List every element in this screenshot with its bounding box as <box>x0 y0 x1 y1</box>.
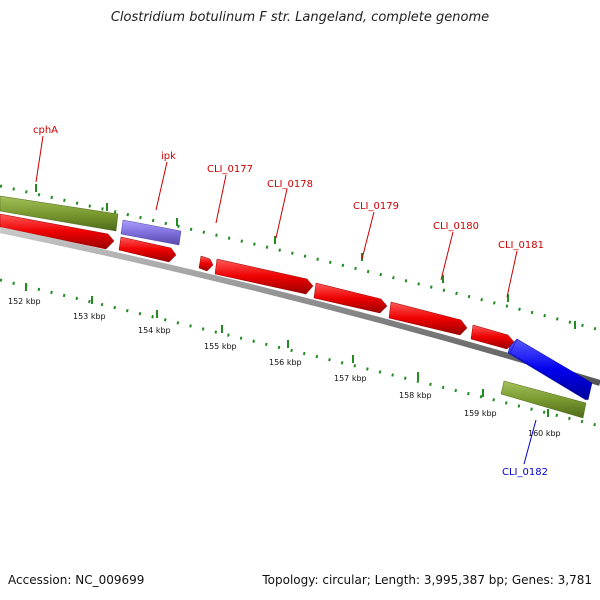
kbp-label: 159 kbp <box>464 409 497 418</box>
CLI_0177-gene-arrow <box>198 255 214 272</box>
gene-label-CLI_0179: CLI_0179 <box>353 201 399 212</box>
forward-genes <box>0 213 515 350</box>
accession-text: Accession: NC_009699 <box>8 573 145 587</box>
gene-label-cphA: cphA <box>33 125 58 136</box>
gene-label-CLI_0180: CLI_0180 <box>433 221 479 232</box>
green-feature-left <box>0 195 119 232</box>
kbp-scale-ring <box>0 278 600 428</box>
gene-label-CLI_0181: CLI_0181 <box>498 240 544 251</box>
green-feature-right <box>500 380 587 419</box>
kbp-label: 154 kbp <box>138 326 171 335</box>
ipk-gene-arrow <box>118 236 177 263</box>
kbp-label: 152 kbp <box>8 297 41 306</box>
CLI_0178-gene-arrow <box>214 258 314 295</box>
CLI_0180-gene-arrow <box>388 301 468 336</box>
label-leaders <box>35 135 537 465</box>
kbp-label: 155 kbp <box>204 342 237 351</box>
kbp-label: 157 kbp <box>334 374 367 383</box>
gene-label-CLI_0182: CLI_0182 <box>502 467 548 478</box>
CLI_0182-gene-body <box>509 338 593 401</box>
gene-label-CLI_0177: CLI_0177 <box>207 164 253 175</box>
cphA-gene-arrow <box>0 213 115 250</box>
ipk-feature <box>120 219 182 246</box>
kbp-label: 153 kbp <box>73 312 106 321</box>
kbp-label: 158 kbp <box>399 391 432 400</box>
kbp-label: 156 kbp <box>269 358 302 367</box>
map-title: Clostridium botulinum F str. Langeland, … <box>110 10 490 25</box>
gene-labels: cphA ipk CLI_0177 CLI_0178 CLI_0179 CLI_… <box>33 125 548 478</box>
gene-label-CLI_0178: CLI_0178 <box>267 179 313 190</box>
outer-tick-ring <box>0 184 600 332</box>
kbp-label: 160 kbp <box>528 429 561 438</box>
CLI_0179-gene-arrow <box>313 282 388 314</box>
genome-summary-text: Topology: circular; Length: 3,995,387 bp… <box>262 573 592 587</box>
kbp-labels: 152 kbp 153 kbp 154 kbp 155 kbp 156 kbp … <box>8 297 561 438</box>
gene-label-ipk: ipk <box>161 151 176 162</box>
